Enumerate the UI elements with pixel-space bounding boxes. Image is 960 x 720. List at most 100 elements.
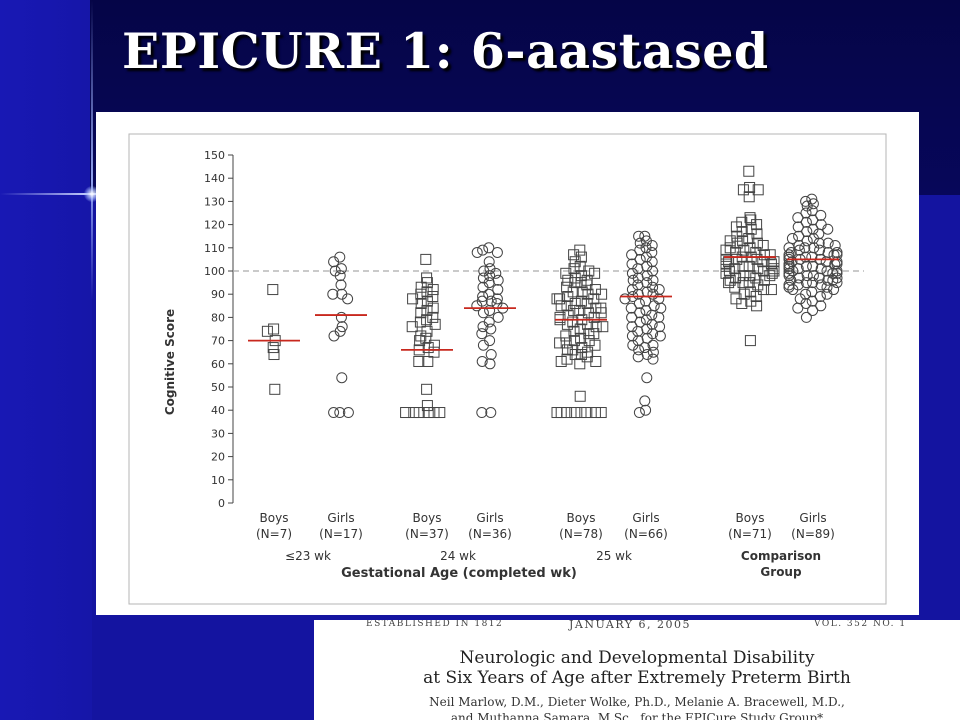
data-point-square — [429, 318, 441, 330]
data-point-circle — [801, 235, 813, 247]
data-point-circle — [477, 291, 489, 303]
article-title-line-1: Neurologic and Developmental Disability — [459, 648, 815, 668]
data-point-square — [268, 349, 280, 361]
data-point-circle — [792, 212, 804, 224]
data-point-circle — [783, 281, 795, 293]
y-tick-label: 140 — [204, 172, 225, 185]
data-point-circle — [639, 342, 651, 354]
data-point-circle — [328, 407, 340, 419]
data-point-circle — [783, 260, 795, 272]
series-sex-label: Girls — [632, 511, 659, 525]
data-point-circle — [783, 270, 795, 282]
series-n-label: (N=78) — [559, 527, 603, 541]
data-point-circle — [625, 302, 637, 314]
data-point-circle — [806, 286, 818, 298]
data-point-square — [589, 339, 601, 351]
journal-volume: VOL. 352 NO. 1 — [814, 620, 907, 629]
data-point-circle — [822, 237, 834, 249]
category-labels: Boys (N=7) Girls (N=17) Boys (N=37) Girls (N=36… — [256, 511, 835, 579]
data-point-circle — [786, 233, 798, 245]
y-tick-label: 70 — [211, 335, 225, 348]
median-lines — [248, 256, 839, 351]
data-point-circle — [627, 274, 639, 286]
data-point-circle — [646, 239, 658, 251]
data-point-square — [596, 288, 608, 300]
data-point-circle — [641, 372, 653, 384]
data-point-circle — [807, 260, 819, 272]
data-point-circle — [647, 339, 659, 351]
y-axis-label: Cognitive Score — [163, 309, 177, 415]
data-point-circle — [632, 351, 644, 363]
data-point-circle — [477, 307, 489, 319]
journal-header-clipping: ESTABLISHED IN 1812 JANUARY 6, 2005 VOL.… — [314, 620, 960, 720]
data-point-square — [551, 293, 563, 305]
data-point-circle — [831, 258, 843, 270]
data-point-square — [731, 253, 743, 265]
data-point-square — [422, 355, 434, 367]
data-point-circle — [831, 267, 843, 279]
data-point-square — [590, 321, 602, 333]
data-point-circle — [829, 258, 841, 270]
data-point-circle — [783, 242, 795, 254]
data-point-circle — [829, 239, 841, 251]
data-point-circle — [492, 274, 504, 286]
data-point-circle — [477, 339, 489, 351]
series-n-label: (N=7) — [256, 527, 292, 541]
data-point-circle — [477, 321, 489, 333]
series-n-label: (N=36) — [468, 527, 512, 541]
data-point-square — [267, 284, 279, 296]
data-point-square — [415, 297, 427, 309]
y-tick-label: 100 — [204, 265, 225, 278]
data-point-circle — [471, 246, 483, 258]
data-point-circle — [793, 239, 805, 251]
data-point-square — [408, 407, 420, 419]
data-point-circle — [633, 230, 645, 242]
data-point-square — [421, 304, 433, 316]
data-point-square — [575, 277, 587, 289]
data-point-circle — [815, 209, 827, 221]
data-point-circle — [793, 244, 805, 256]
data-point-circle — [800, 195, 812, 207]
data-point-square — [575, 349, 587, 361]
y-tick-label: 10 — [211, 474, 225, 487]
authors-line-2: and Muthanna Samara, M.Sc., for the EPIC… — [450, 711, 824, 720]
data-point-circle — [801, 226, 813, 238]
data-point-square — [574, 358, 586, 370]
data-point-circle — [806, 251, 818, 263]
y-tick-label: 120 — [204, 219, 225, 232]
data-point-square — [744, 335, 756, 347]
x-axis-label: Gestational Age (completed wk) — [341, 566, 577, 581]
data-point-square — [597, 321, 609, 333]
data-point-circle — [634, 244, 646, 256]
data-point-square — [575, 407, 587, 419]
group-label: 24 wk — [440, 549, 476, 563]
data-point-square — [723, 277, 735, 289]
data-point-square — [421, 400, 433, 412]
data-point-square — [720, 244, 732, 256]
data-point-circle — [654, 330, 666, 342]
data-point-circle — [632, 288, 644, 300]
data-point-square — [736, 297, 748, 309]
data-point-circle — [800, 207, 812, 219]
data-point-square — [400, 407, 412, 419]
article-title-line-2: at Six Years of Age after Extremely Pret… — [423, 668, 851, 688]
data-point-square — [575, 332, 587, 344]
journal-established: ESTABLISHED IN 1812 — [366, 620, 504, 629]
data-point-circle — [647, 346, 659, 358]
data-point-square — [758, 284, 770, 296]
data-point-circle — [831, 265, 843, 277]
data-point-square — [421, 295, 433, 307]
data-point-square — [575, 295, 587, 307]
data-point-circle — [800, 297, 812, 309]
data-point-square — [554, 337, 566, 349]
data-point-square — [406, 321, 418, 333]
data-point-square — [743, 277, 755, 289]
data-point-circle — [783, 267, 795, 279]
data-point-circle — [342, 407, 354, 419]
data-point-circle — [477, 244, 489, 256]
data-point-circle — [647, 274, 659, 286]
data-point-circle — [792, 221, 804, 233]
data-point-square — [413, 355, 425, 367]
journal-authors: Neil Marlow, D.M., Dieter Wolke, Ph.D., … — [314, 694, 960, 720]
data-point-square — [561, 353, 573, 365]
